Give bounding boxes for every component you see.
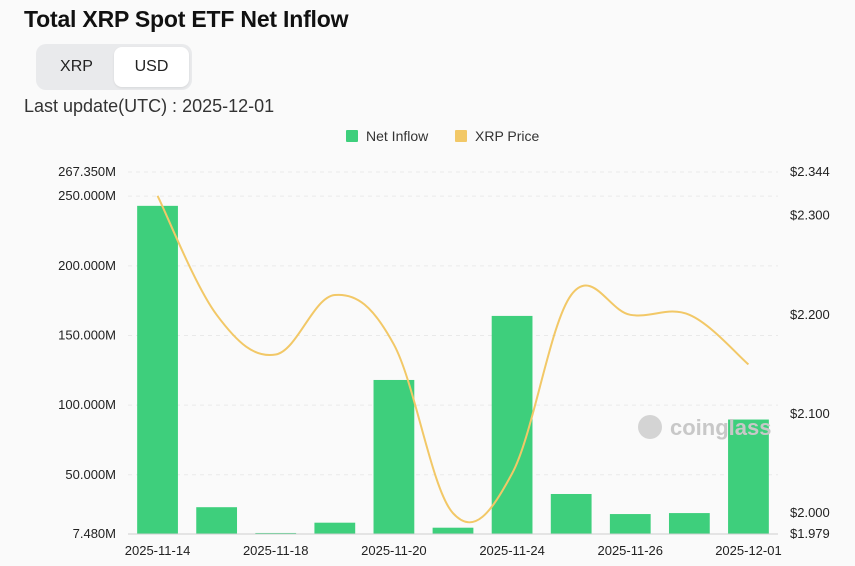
y-left-tick-label: 50.000M	[65, 467, 116, 482]
inflow-bar	[432, 527, 474, 534]
y-left-tick-label: 200.000M	[58, 258, 116, 273]
last-update-label: Last update(UTC) :	[24, 96, 178, 116]
y-left-tick-label: 150.000M	[58, 327, 116, 342]
legend-swatch	[346, 130, 358, 142]
unit-toggle: XRP USD	[36, 44, 192, 90]
inflow-bar	[609, 514, 651, 534]
watermark-text: coinglass	[670, 415, 771, 440]
y-axis-left: 7.480M 50.000M 100.000M 150.000M 200.000M 250…	[58, 164, 116, 541]
x-tick-label: 2025-11-14	[125, 543, 191, 558]
inflow-bar	[314, 522, 356, 534]
inflow-bar	[137, 205, 178, 534]
y-right-tick-label: $2.000	[790, 505, 830, 520]
y-axis-right: $1.979 $2.000 $2.100 $2.200 $2.300 $2.344	[790, 164, 830, 541]
chart-title: Total XRP Spot ETF Net Inflow	[24, 6, 349, 32]
toggle-xrp-button[interactable]: XRP	[60, 58, 93, 75]
grid-lines	[128, 171, 778, 535]
inflow-bar	[668, 513, 710, 534]
y-right-tick-label: $2.100	[790, 406, 830, 421]
x-tick-label: 2025-11-20	[361, 543, 427, 558]
x-tick-label: 2025-11-24	[479, 543, 545, 558]
y-left-tick-label: 250.000M	[58, 188, 116, 203]
y-right-tick-label: $2.200	[790, 307, 830, 322]
x-axis: 2025-11-14 2025-11-18 2025-11-20 2025-11-24…	[125, 533, 782, 558]
price-line	[156, 195, 750, 524]
inflow-bar	[550, 493, 592, 534]
y-right-tick-label: $2.344	[790, 164, 830, 179]
legend-label: XRP Price	[475, 128, 540, 144]
x-tick-label: 2025-12-01	[715, 543, 782, 558]
legend-swatch	[455, 130, 467, 142]
toggle-usd-button[interactable]: USD	[114, 47, 189, 87]
inflow-bar	[196, 507, 238, 534]
y-left-tick-label: 100.000M	[58, 397, 116, 412]
coinglass-logo-icon	[638, 415, 662, 439]
x-tick-label: 2025-11-26	[597, 543, 663, 558]
y-right-tick-label: $1.979	[790, 526, 830, 541]
last-update: Last update(UTC) : 2025-12-01	[24, 96, 274, 117]
y-left-tick-label: 267.350M	[58, 164, 116, 179]
inflow-bar	[491, 315, 533, 534]
inflow-bar	[255, 532, 297, 534]
inflow-bar	[728, 419, 769, 534]
legend: Net Inflow XRP Price	[346, 128, 540, 144]
legend-label: Net Inflow	[366, 128, 429, 144]
xrp-price-line	[156, 195, 750, 524]
inflow-bar	[373, 379, 415, 534]
watermark: coinglass	[638, 415, 771, 440]
bars	[137, 205, 769, 534]
y-right-tick-label: $2.300	[790, 208, 830, 223]
last-update-value: 2025-12-01	[182, 96, 275, 116]
x-tick-label: 2025-11-18	[243, 543, 309, 558]
y-left-tick-label: 7.480M	[73, 526, 116, 541]
